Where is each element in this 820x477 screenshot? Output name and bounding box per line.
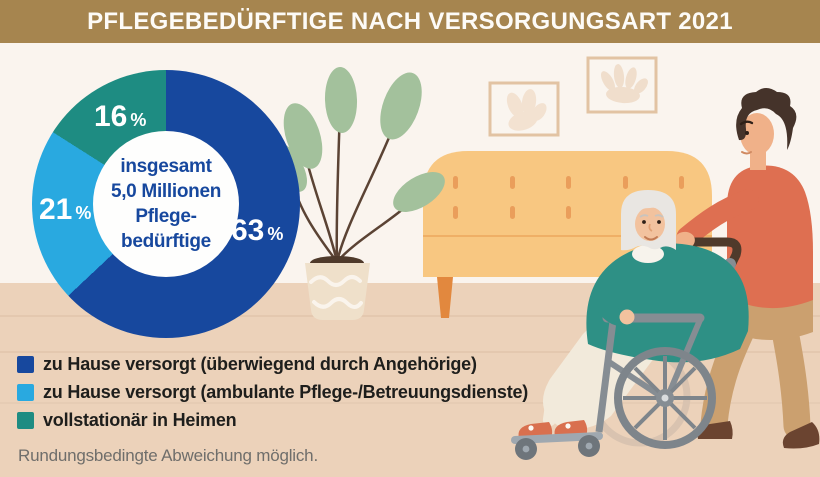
wheelchair-front-bar <box>595 320 617 433</box>
center-line: insgesamt <box>120 156 212 177</box>
slice-value: 16 <box>94 100 128 133</box>
legend-label: vollstationär in Heimen <box>43 409 237 430</box>
wheelchair-wheel <box>614 347 716 449</box>
woman-smile <box>644 236 658 241</box>
legend-item-home-services: zu Hause versorgt (ambulante Pflege-/Bet… <box>17 378 528 406</box>
woman-leg <box>567 396 582 425</box>
slice-unit: % <box>75 203 92 223</box>
legend-swatch <box>17 383 34 401</box>
center-line: 5,0 Millionen <box>110 181 222 202</box>
wheelchair-diagonal-bar <box>604 357 664 400</box>
slice-unit: % <box>130 110 147 130</box>
center-line: Pflege- <box>135 206 197 227</box>
donut-center-label: insgesamt 5,0 Millionen Pflege- bedürfti… <box>93 131 239 277</box>
woman-collar <box>632 245 664 263</box>
plant <box>268 67 445 320</box>
slice-unit: % <box>267 224 284 244</box>
woman-shoe <box>554 420 588 436</box>
slice-label-16: 16% <box>94 102 146 132</box>
slice-value: 21 <box>39 193 73 226</box>
caregiver-eye <box>745 131 749 135</box>
picture-frame-left <box>488 81 560 137</box>
elderly-woman <box>518 190 749 438</box>
slice-label-21: 21% <box>39 195 91 225</box>
caregiver-neck <box>750 150 766 170</box>
caregiver <box>676 88 820 449</box>
woman-shoe <box>518 422 553 438</box>
caregiver-mouth <box>741 151 752 155</box>
wheelchair-handle <box>663 237 742 272</box>
legend-item-inpatient: vollstationär in Heimen <box>17 406 528 434</box>
caregiver-arm <box>676 189 759 248</box>
plant-pot <box>305 263 370 320</box>
wheelchair <box>511 287 716 460</box>
woman-hand <box>619 309 635 325</box>
woman-bangs <box>632 199 673 216</box>
donut-chart: 63% 21% 16% insgesamt 5,0 Millionen Pfle… <box>32 70 300 338</box>
center-line: bedürftige <box>121 231 211 252</box>
caregiver-hair <box>736 88 797 150</box>
woman-torso <box>586 243 749 363</box>
sofa-leg <box>437 277 453 318</box>
footnote: Rundungsbedingte Abweichung möglich. <box>18 446 318 465</box>
legend-item-home-family: zu Hause versorgt (überwiegend durch Ang… <box>17 350 528 378</box>
woman-leg <box>542 398 559 427</box>
slice-label-63: 63% <box>231 216 283 246</box>
page-title: PFLEGEBEDÜRFTIGE NACH VERSORGUNGSART 202… <box>87 8 733 35</box>
caregiver-right-shoe <box>782 422 820 449</box>
picture-frame-right <box>586 56 658 114</box>
caregiver-face <box>740 113 774 155</box>
legend-label: zu Hause versorgt (überwiegend durch Ang… <box>43 353 477 374</box>
legend: zu Hause versorgt (überwiegend durch Ang… <box>17 350 528 434</box>
woman-nose <box>648 223 653 232</box>
legend-swatch <box>17 355 34 373</box>
caregiver-brow <box>739 120 754 126</box>
title-banner: PFLEGEBEDÜRFTIGE NACH VERSORGUNGSART 202… <box>0 0 820 43</box>
legend-label: zu Hause versorgt (ambulante Pflege-/Bet… <box>43 381 529 402</box>
plant-leaves <box>268 67 445 212</box>
legend-swatch <box>17 411 34 429</box>
